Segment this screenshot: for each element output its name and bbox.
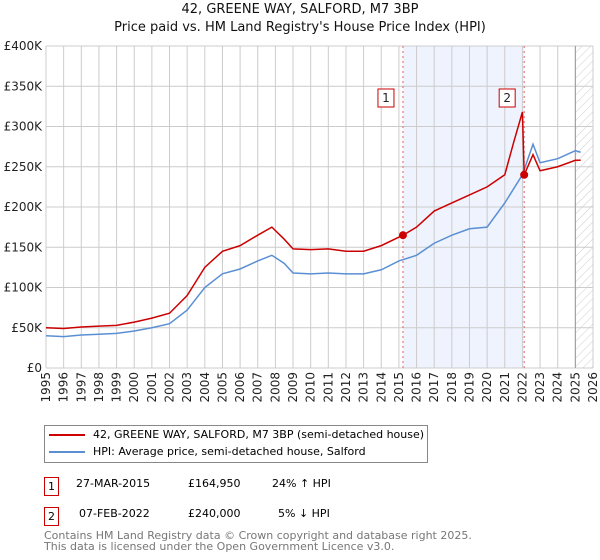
sale-badge-label: 2	[503, 91, 511, 105]
transaction-hpi: 5% ↓ HPI	[278, 507, 330, 520]
x-tick-label: 2012	[339, 372, 353, 403]
transaction-date: 07-FEB-2022	[79, 507, 150, 520]
x-tick-label: 2006	[233, 372, 247, 403]
x-tick-label: 2014	[374, 372, 388, 403]
x-tick-label: 2022	[515, 372, 529, 403]
y-tick-label: £400K	[4, 39, 44, 53]
x-tick-label: 2011	[321, 372, 335, 403]
y-tick-label: £250K	[4, 160, 44, 174]
x-tick-label: 1995	[39, 372, 53, 403]
x-tick-label: 2003	[180, 372, 194, 403]
y-tick-label: £50K	[11, 321, 43, 335]
y-tick-label: £100K	[4, 281, 44, 295]
x-tick-label: 2023	[533, 372, 547, 403]
transaction-hpi: 24% ↑ HPI	[272, 477, 331, 490]
x-tick-label: 2008	[268, 372, 282, 403]
x-tick-label: 1998	[92, 372, 106, 403]
sale-point	[398, 231, 407, 240]
x-tick-label: 2021	[498, 372, 512, 403]
x-tick-label: 1999	[110, 372, 124, 403]
x-tick-label: 2017	[427, 372, 441, 403]
x-tick-label: 2005	[215, 372, 229, 403]
x-tick-label: 2002	[163, 372, 177, 403]
x-tick-label: 2004	[198, 372, 212, 403]
transaction-price: £240,000	[188, 507, 241, 520]
legend-label-hpi: HPI: Average price, semi-detached house,…	[93, 445, 366, 458]
y-tick-label: £300K	[4, 120, 44, 134]
x-tick-label: 2018	[445, 372, 459, 403]
legend-swatch-hpi	[49, 450, 85, 453]
transaction-price: £164,950	[188, 477, 241, 490]
footer: Contains HM Land Registry data © Crown c…	[44, 530, 472, 552]
x-tick-label: 2024	[551, 372, 565, 403]
x-tick-label: 2010	[304, 372, 318, 403]
chart-title: 42, GREENE WAY, SALFORD, M7 3BP	[181, 2, 419, 17]
y-tick-label: £200K	[4, 200, 44, 214]
x-tick-label: 1996	[57, 372, 71, 403]
x-tick-label: 2001	[145, 372, 159, 403]
x-tick-label: 2020	[480, 372, 494, 403]
x-tick-label: 2000	[127, 372, 141, 403]
footer-copyright: Contains HM Land Registry data © Crown c…	[44, 529, 472, 542]
legend-label-property: 42, GREENE WAY, SALFORD, M7 3BP (semi-de…	[93, 428, 425, 441]
x-tick-label: 2009	[286, 372, 300, 403]
chart-subtitle: Price paid vs. HM Land Registry's House …	[114, 20, 486, 35]
transaction-badge: 1	[44, 477, 59, 496]
x-tick-label: 2016	[410, 372, 424, 403]
x-tick-label: 1997	[74, 372, 88, 403]
y-tick-label: £350K	[4, 79, 44, 93]
sale-badge-box	[498, 88, 516, 108]
line-chart: 1995 1996 1997 1998 1999 2000 2001 2002 2003 2004…	[4, 39, 600, 403]
x-tick-label: 2026	[586, 372, 600, 403]
y-tick-label: £0	[27, 361, 42, 375]
sale-point	[520, 170, 529, 179]
transaction-badge: 2	[44, 507, 59, 526]
x-tick-label: 2013	[357, 372, 371, 403]
x-tick-label: 2025	[568, 372, 582, 403]
transaction-date: 27-MAR-2015	[76, 477, 151, 490]
hpi-line	[45, 142, 581, 338]
x-tick-label: 2015	[392, 372, 406, 403]
legend: 42, GREENE WAY, SALFORD, M7 3BP (semi-de…	[44, 425, 428, 463]
legend-swatch-property	[49, 433, 85, 436]
y-tick-label: £150K	[4, 240, 44, 254]
sale-badge-box	[377, 88, 395, 108]
footer-licence: This data is licensed under the Open Gov…	[44, 540, 395, 553]
property-price-line	[45, 111, 581, 330]
sale-badge-label: 1	[382, 91, 390, 105]
x-tick-label: 2007	[251, 372, 265, 403]
x-tick-label: 2019	[462, 372, 476, 403]
